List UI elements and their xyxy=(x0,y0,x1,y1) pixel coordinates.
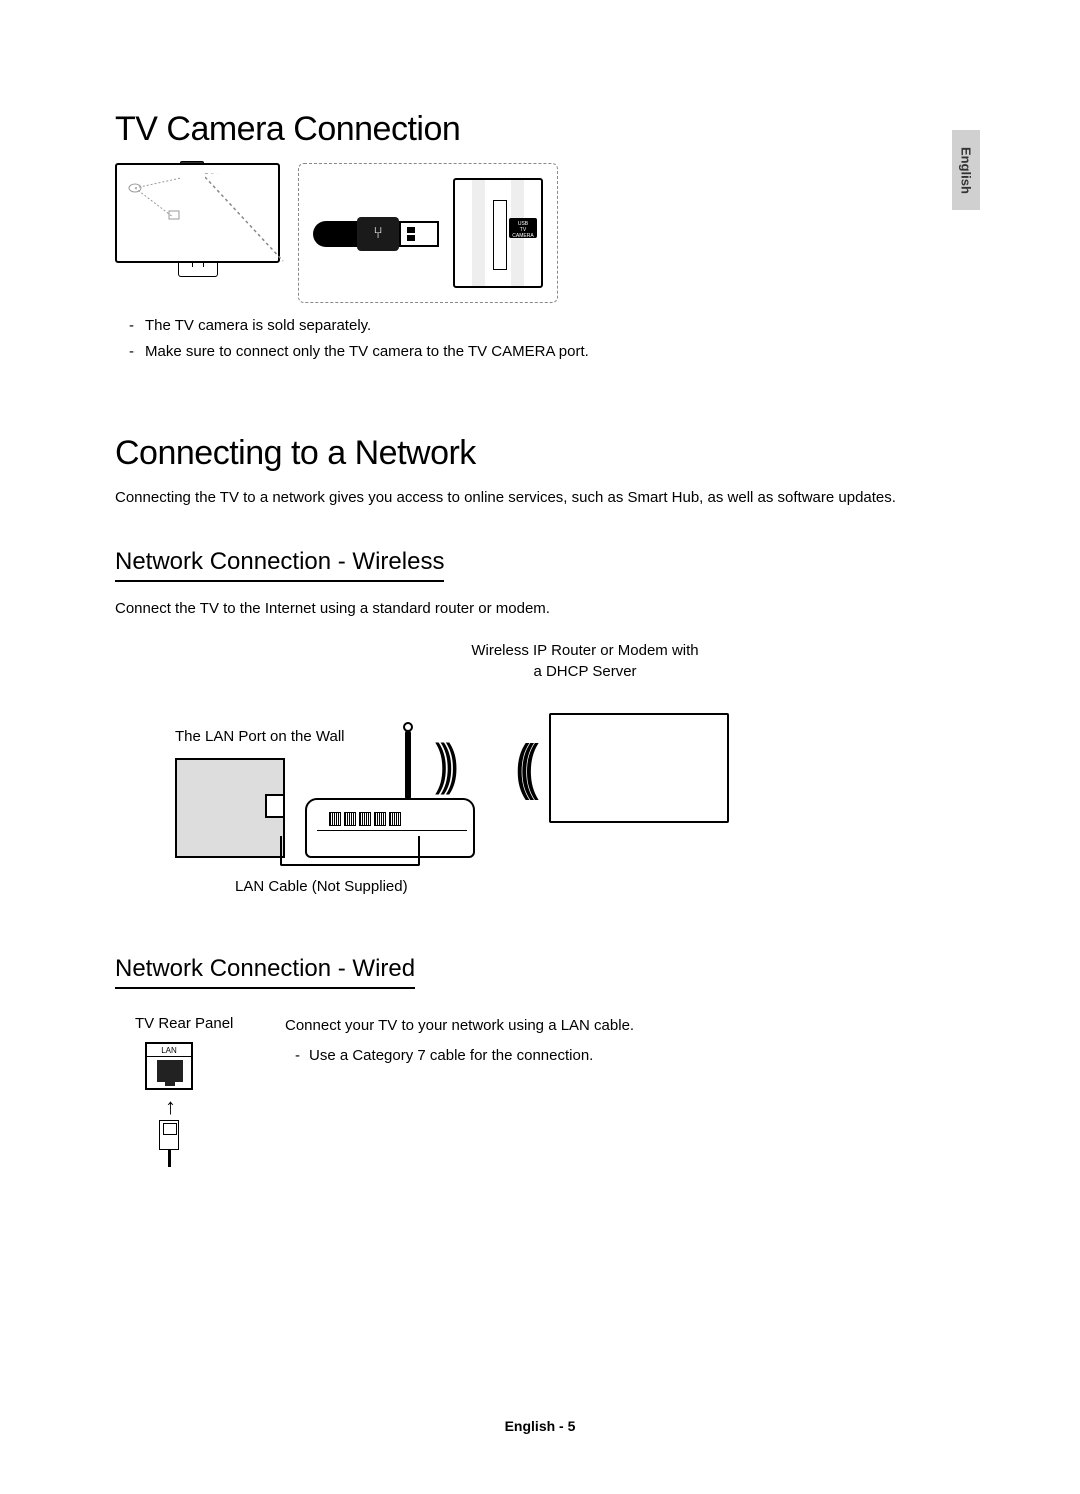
wireless-diagram: Wireless IP Router or Modem with a DHCP … xyxy=(175,640,875,895)
section2-title: Connecting to a Network xyxy=(115,434,980,473)
port-label: USBTV CAMERA xyxy=(509,218,537,238)
section2-intro: Connecting the TV to a network gives you… xyxy=(115,487,980,510)
section1-bullets: The TV camera is sold separately. Make s… xyxy=(115,313,980,364)
language-tab-label: English xyxy=(959,147,974,194)
wired-heading: Network Connection - Wired xyxy=(115,955,415,989)
language-tab: English xyxy=(952,130,980,210)
wired-diagram: TV Rear Panel LAN ↑ Connect your TV to y… xyxy=(115,1015,980,1150)
usb-plug-icon: ⑂ xyxy=(313,203,443,263)
list-item: The TV camera is sold separately. xyxy=(115,313,980,339)
tv-screen-icon xyxy=(549,713,729,823)
page-footer: English - 5 xyxy=(0,1418,1080,1434)
lan-port-icon: LAN xyxy=(145,1042,193,1090)
list-item: Use a Category 7 cable for the connectio… xyxy=(285,1044,980,1068)
camera-diagram: ⑂ USBTV CAMERA xyxy=(115,163,980,303)
wireless-heading: Network Connection - Wireless xyxy=(115,548,444,582)
router-label: Wireless IP Router or Modem with a DHCP … xyxy=(295,640,875,682)
wireless-waves-icon: ((( xyxy=(515,733,529,803)
camera-zoom-box: ⑂ USBTV CAMERA xyxy=(298,163,558,303)
wall-port-icon xyxy=(175,758,285,858)
section1-title: TV Camera Connection xyxy=(115,110,980,149)
tv-port-icon: USBTV CAMERA xyxy=(453,178,543,288)
wired-intro: Connect your TV to your network using a … xyxy=(285,1015,980,1038)
arrow-up-icon: ↑ xyxy=(165,1096,255,1118)
list-item: Make sure to connect only the TV camera … xyxy=(115,339,980,365)
wireless-intro: Connect the TV to the Internet using a s… xyxy=(115,598,980,621)
lan-small-label: LAN xyxy=(147,1046,191,1057)
rear-panel-label: TV Rear Panel xyxy=(135,1015,255,1032)
lan-cable-line xyxy=(280,836,420,866)
cable-connector-icon xyxy=(159,1120,179,1150)
tv-illustration xyxy=(115,163,280,278)
lan-cable-label: LAN Cable (Not Supplied) xyxy=(235,878,875,895)
